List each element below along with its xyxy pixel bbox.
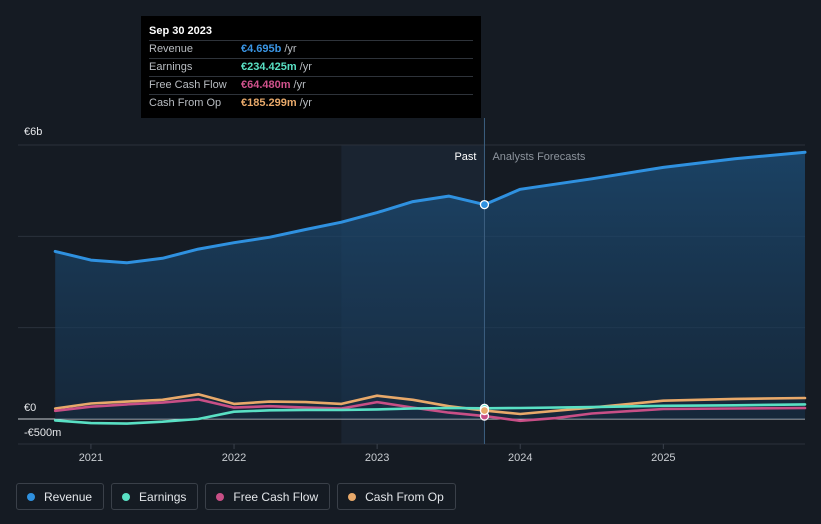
past-label: Past [454,151,476,163]
tooltip-row-earnings: Earnings €234.425m /yr [149,59,473,77]
area-layer [55,152,805,420]
x-tick-label: 2021 [79,452,103,464]
line-layer [53,150,807,425]
tooltip: Sep 30 2023 Revenue €4.695b /yr Earnings… [141,16,481,118]
x-tick-label: 2025 [651,452,675,464]
x-tick-label: 2024 [508,452,532,464]
tooltip-label: Free Cash Flow [149,79,227,91]
tooltip-value: €4.695b [241,43,282,55]
tooltip-label: Cash From Op [149,97,222,109]
y-tick-label: €6b [24,126,42,138]
axis-layer: Past Analysts Forecasts €6b €0 -€500m 2021 202… [18,118,805,464]
tooltip-row-revenue: Revenue €4.695b /yr [149,41,473,59]
tooltip-date: Sep 30 2023 [149,23,473,41]
legend-dot-icon [27,492,35,501]
cash-from-op-marker [479,405,490,416]
x-tick-label: 2022 [222,452,246,464]
forecast-label: Analysts Forecasts [492,151,585,163]
earnings-line [53,403,807,425]
legend-label: Earnings [139,489,187,504]
legend-item-earnings[interactable]: Earnings [111,483,199,510]
tooltip-unit: /yr [299,97,312,109]
tooltip-unit: /yr [284,43,297,55]
revenue-line [53,150,807,265]
legend-item-cash-from-op[interactable]: Cash From Op [337,483,456,510]
tooltip-row-free-cash-flow: Free Cash Flow €64.480m /yr [149,77,473,95]
legend-dot-icon [216,492,225,501]
legend-dot-icon [348,492,357,501]
legend: Revenue Earnings Free Cash Flow Cash Fro… [16,483,456,510]
legend-item-revenue[interactable]: Revenue [16,483,105,510]
tooltip-label: Earnings [149,61,193,73]
x-tick-label: 2023 [365,452,389,464]
revenue-area [55,152,805,420]
tooltip-value: €185.299m [241,97,297,109]
tooltip-value: €234.425m [241,61,297,73]
y-tick-label: -€500m [24,427,61,439]
revenue-marker [479,199,490,210]
tooltip-row-cash-from-op: Cash From Op €185.299m /yr [149,95,473,112]
marker-layer [479,199,490,421]
tooltip-value: €64.480m [241,79,291,91]
legend-label: Cash From Op [365,489,444,504]
legend-item-free-cash-flow[interactable]: Free Cash Flow [205,483,331,510]
tooltip-unit: /yr [293,79,306,91]
legend-label: Revenue [44,489,93,504]
legend-dot-icon [122,492,131,501]
tooltip-unit: /yr [299,61,312,73]
free-cash-flow-line [53,398,807,423]
tooltip-label: Revenue [149,43,194,55]
y-tick-label: €0 [24,402,36,414]
legend-label: Free Cash Flow [233,489,319,504]
